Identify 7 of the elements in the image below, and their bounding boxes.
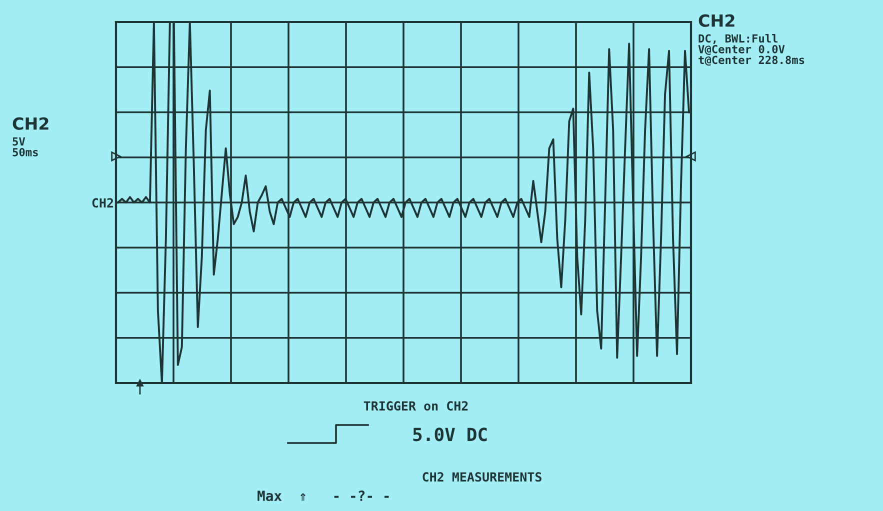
text: Max ⇑ - -?- - bbox=[258, 490, 389, 502]
text: CH2 5V 50ms bbox=[12, 117, 48, 156]
text: TRIGGER on CH2 bbox=[364, 401, 468, 411]
text: 5.0V DC bbox=[413, 428, 487, 442]
text: CH2 bbox=[92, 198, 113, 208]
text: CH2 MEASUREMENTS bbox=[422, 472, 542, 482]
text: CH2 DC, BWL:Full V@Center 0.0V t@Center 228.8ms bbox=[698, 14, 804, 66]
